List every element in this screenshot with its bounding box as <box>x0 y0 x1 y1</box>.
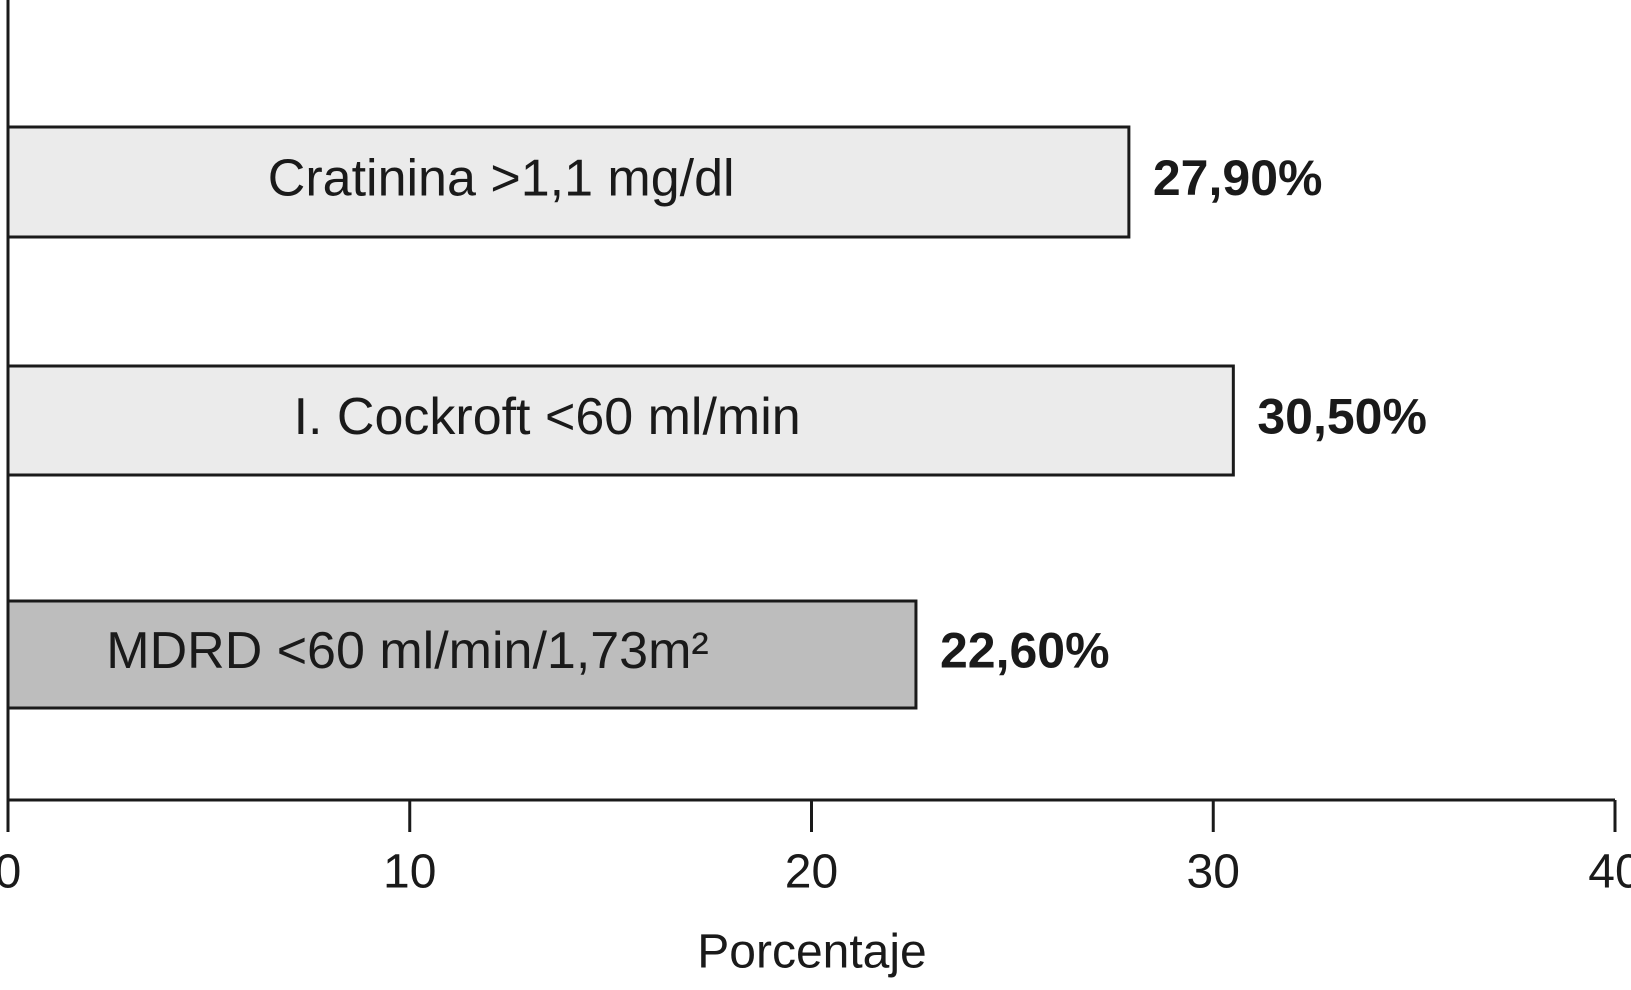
x-axis-label: Porcentaje <box>697 926 926 979</box>
category-label: I. Cockroft <60 ml/min <box>294 388 801 446</box>
x-tick-label: 30 <box>1187 846 1240 899</box>
category-label: Cratinina >1,1 mg/dl <box>268 150 735 208</box>
x-tick-label: 10 <box>383 846 436 899</box>
bar <box>6 599 918 710</box>
bar <box>6 364 1235 477</box>
value-label: 30,50% <box>1257 389 1427 445</box>
value-label: 22,60% <box>940 623 1110 679</box>
category-label: MDRD <60 ml/min/1,73m² <box>106 622 708 680</box>
x-tick-label: 20 <box>785 846 838 899</box>
x-tick-label: 0 <box>0 846 21 899</box>
value-label: 27,90% <box>1153 150 1323 206</box>
x-tick-label: 40 <box>1588 846 1631 899</box>
bar <box>6 125 1131 239</box>
